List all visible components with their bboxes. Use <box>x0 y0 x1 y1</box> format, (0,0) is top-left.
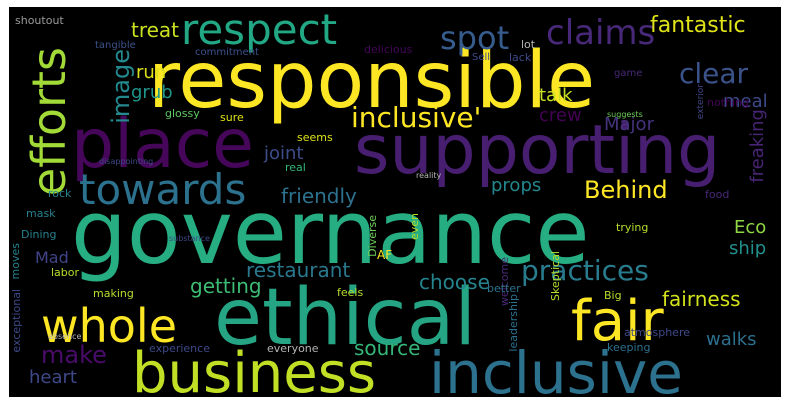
w-grub: grub <box>131 82 173 103</box>
w-restaurant: restaurant <box>246 258 351 282</box>
w-fair: fair <box>571 289 664 354</box>
w-eco: Eco <box>734 217 767 238</box>
w-disappointing: disappointing <box>99 157 154 166</box>
w-delicious: delicious <box>364 43 413 56</box>
w-keeping: keeping <box>607 341 651 354</box>
w-heart: heart <box>29 367 77 388</box>
w-big: Big <box>604 289 622 302</box>
w-make: make <box>41 341 107 369</box>
w-inclusive: inclusive <box>429 339 683 397</box>
w-lot: lot <box>521 38 536 51</box>
w-treat: treat <box>131 18 180 42</box>
w-even: even <box>408 213 421 241</box>
w-ship: ship <box>729 238 767 259</box>
w-suggests: suggests <box>607 110 643 119</box>
w-better: better <box>487 282 521 295</box>
w-efforts: efforts <box>22 47 76 197</box>
w-atmosphere: atmosphere <box>624 326 690 339</box>
w-experience: experience <box>149 342 210 355</box>
w-respect: respect <box>181 7 338 54</box>
w-behind: Behind <box>584 176 668 204</box>
w-making: making <box>93 287 134 300</box>
w-exceptional: exceptional <box>10 289 23 353</box>
w-towards: towards <box>79 165 247 214</box>
w-meal: meal <box>723 91 768 112</box>
w-exterior: exterior <box>696 84 706 120</box>
w-walks: walks <box>706 329 757 350</box>
w-major: Major <box>604 114 654 135</box>
w-seems: seems <box>297 131 333 144</box>
w-fantastic: fantastic <box>650 13 746 38</box>
w-joint: joint <box>264 143 304 164</box>
w-real: real <box>285 161 306 174</box>
w-clear: clear <box>679 57 749 90</box>
w-rock: rock <box>48 187 72 200</box>
w-game: game <box>614 68 643 79</box>
w-inclusive-q: inclusive' <box>351 101 482 134</box>
w-substance: substance <box>169 234 210 243</box>
w-nothing: nothing <box>707 96 749 109</box>
w-reality: reality <box>416 171 442 180</box>
w-props: props <box>491 175 542 196</box>
w-sure: sure <box>220 111 244 124</box>
w-run: run <box>136 62 167 83</box>
w-trying: trying <box>616 221 649 234</box>
w-glossy: glossy <box>165 107 200 120</box>
w-getting: getting <box>190 274 262 298</box>
w-ethical: ethical <box>214 273 477 363</box>
w-freaking: freaking <box>747 109 768 183</box>
w-responsible: responsible <box>148 36 596 126</box>
w-image: image <box>107 49 135 124</box>
w-feels: feels <box>337 286 364 299</box>
word-cloud: governance responsible supporting ethica… <box>9 7 781 397</box>
w-skeptical: Skeptical <box>549 251 562 301</box>
w-food: food <box>705 188 730 201</box>
w-claims: claims <box>546 13 656 53</box>
w-source: source <box>354 336 421 360</box>
w-moves: moves <box>9 243 22 280</box>
w-whole: whole <box>41 299 178 353</box>
w-absence: absence <box>48 332 82 341</box>
w-tangible: tangible <box>95 40 136 51</box>
w-shoutout: shoutout <box>15 14 64 27</box>
w-talk: talk <box>539 85 573 106</box>
w-lack: lack <box>509 51 532 64</box>
w-crew: crew <box>539 105 582 126</box>
w-governance: governance <box>71 181 590 284</box>
w-dining: Dining <box>21 228 57 241</box>
w-commitment: commitment <box>195 47 259 58</box>
w-mad: Mad <box>35 248 69 267</box>
w-labor: labor <box>51 266 80 279</box>
w-everyone: everyone <box>267 342 319 355</box>
w-supporting: supporting <box>354 111 721 190</box>
w-leadership: leadership <box>507 294 520 352</box>
w-mask: mask <box>26 207 56 220</box>
w-spot: spot <box>440 19 510 57</box>
w-choose: choose <box>419 270 490 294</box>
w-friendly: friendly <box>281 184 357 208</box>
w-practices: practices <box>521 254 649 287</box>
w-sell: Sell <box>472 52 491 63</box>
w-place: place <box>71 105 254 184</box>
w-business: business <box>132 341 377 398</box>
w-fairness: fairness <box>662 287 741 311</box>
w-af: AF <box>377 248 393 262</box>
